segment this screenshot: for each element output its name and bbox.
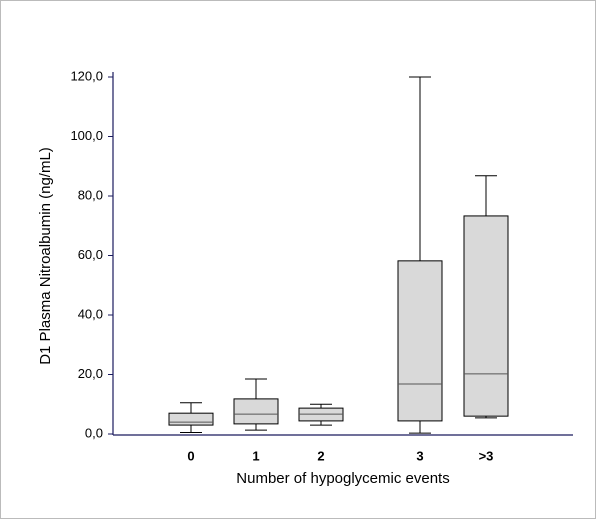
x-tick-label: 3	[416, 448, 423, 463]
y-tick-label: 40,0	[78, 306, 103, 321]
x-axis-label: Number of hypoglycemic events	[236, 470, 449, 487]
box	[463, 215, 509, 417]
y-tick-label: 0,0	[85, 425, 103, 440]
x-tick-label: >3	[479, 448, 494, 463]
x-tick-label: 0	[187, 448, 194, 463]
box	[397, 260, 443, 422]
y-axis-label: D1 Plasma Nitroalbumin (ng/mL)	[37, 147, 54, 365]
y-tick-label: 60,0	[78, 247, 103, 262]
y-tick-label: 20,0	[78, 366, 103, 381]
y-tick-label: 80,0	[78, 187, 103, 202]
x-tick-label: 1	[252, 448, 259, 463]
y-tick-label: 120,0	[70, 68, 103, 83]
box	[168, 412, 214, 426]
x-tick-label: 2	[317, 448, 324, 463]
y-tick-label: 100,0	[70, 128, 103, 143]
box	[233, 398, 279, 425]
